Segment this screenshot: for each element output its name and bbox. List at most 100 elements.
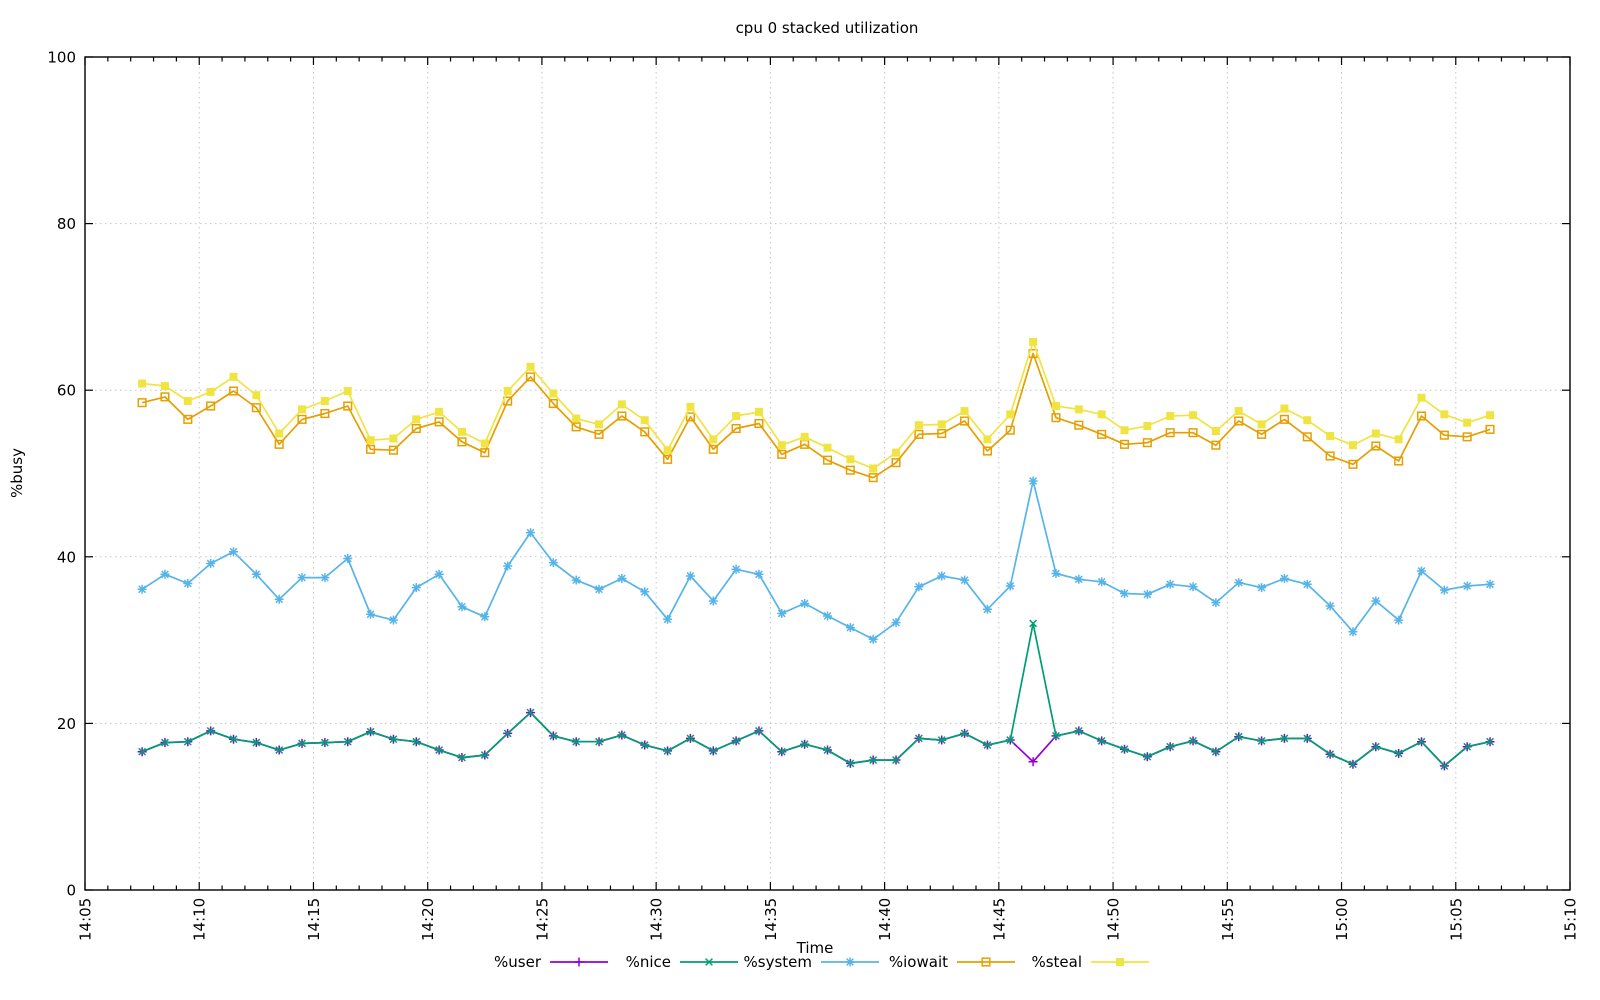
series-marker-iowait xyxy=(1097,429,1107,439)
series-marker-system xyxy=(1348,627,1358,637)
series-marker-iowait xyxy=(480,448,490,458)
series-marker-iowait xyxy=(1119,439,1130,449)
series-marker-iowait xyxy=(457,437,467,447)
series-marker-steal xyxy=(1303,416,1312,425)
series-marker-system xyxy=(823,611,832,621)
series-marker-nice xyxy=(1234,732,1243,741)
series-marker-system xyxy=(160,569,170,579)
series-marker-steal xyxy=(503,387,512,396)
series-marker-iowait xyxy=(822,455,833,465)
x-tick-label: 15:05 xyxy=(1447,898,1465,941)
series-marker-steal xyxy=(640,416,649,425)
series-marker-nice xyxy=(1052,731,1060,740)
legend-marker-steal xyxy=(1116,958,1124,966)
series-marker-steal xyxy=(777,441,786,450)
series-system xyxy=(137,476,1495,644)
legend-label-user: %user xyxy=(494,953,542,971)
series-marker-iowait xyxy=(1074,420,1084,430)
series-marker-steal xyxy=(549,389,558,398)
series-marker-steal xyxy=(732,412,741,421)
series-marker-nice xyxy=(526,708,535,717)
x-tick-label: 14:25 xyxy=(533,898,551,941)
legend-marker-system xyxy=(845,957,855,967)
series-marker-system xyxy=(434,569,444,579)
series-marker-iowait xyxy=(1188,428,1198,438)
series-marker-system xyxy=(571,575,581,585)
series-marker-system xyxy=(411,583,421,593)
series-marker-iowait xyxy=(343,401,353,411)
series-marker-system xyxy=(845,623,855,633)
series-marker-iowait xyxy=(1257,429,1267,439)
series-marker-system xyxy=(206,558,216,568)
series-marker-iowait xyxy=(251,403,261,413)
x-tick-label: 14:40 xyxy=(876,898,894,941)
series-marker-steal xyxy=(1097,410,1106,419)
series-marker-nice xyxy=(1303,734,1312,743)
series-marker-steal xyxy=(617,400,626,409)
series-marker-nice xyxy=(732,736,741,745)
series-marker-iowait xyxy=(891,458,901,468)
series-marker-steal xyxy=(754,407,763,416)
series-marker-steal xyxy=(572,414,581,423)
series-marker-nice xyxy=(1097,736,1106,745)
series-marker-iowait xyxy=(914,429,924,439)
series-marker-steal xyxy=(1348,441,1357,450)
series-marker-system xyxy=(708,596,718,606)
series-marker-steal xyxy=(937,420,946,429)
series-marker-iowait xyxy=(388,445,398,455)
series-marker-nice xyxy=(960,729,969,738)
series-marker-iowait xyxy=(1234,416,1244,426)
series-marker-iowait xyxy=(663,454,673,464)
series-steal xyxy=(138,337,1495,473)
series-marker-steal xyxy=(1074,405,1083,414)
series-marker-nice xyxy=(640,741,649,749)
series-marker-system xyxy=(1462,581,1472,591)
series-marker-nice xyxy=(892,756,900,764)
series-marker-system xyxy=(685,571,695,581)
series-marker-steal xyxy=(823,443,832,452)
x-tick-label: 14:50 xyxy=(1105,898,1123,941)
series-marker-steal xyxy=(686,402,695,411)
series-marker-iowait xyxy=(206,401,216,411)
legend-label-system: %system xyxy=(744,953,812,971)
series-marker-nice xyxy=(869,756,878,764)
series-marker-iowait xyxy=(937,428,947,439)
series-marker-nice xyxy=(1211,747,1220,756)
series-marker-system xyxy=(1279,573,1289,583)
series-marker-iowait xyxy=(754,418,764,429)
series-marker-system xyxy=(1188,582,1198,592)
legend-entry-iowait: %iowait xyxy=(889,953,1015,971)
series-marker-steal xyxy=(1234,407,1243,416)
series-marker-nice xyxy=(1143,752,1152,761)
legend-entry-steal: %steal xyxy=(1031,953,1149,971)
series-marker-steal xyxy=(1486,411,1495,420)
series-iowait xyxy=(137,348,1495,483)
series-marker-nice xyxy=(846,759,855,768)
x-tick-label: 15:10 xyxy=(1562,898,1580,941)
series-marker-steal xyxy=(1326,432,1335,441)
series-marker-steal xyxy=(343,387,352,396)
series-marker-system xyxy=(297,573,307,583)
series-marker-system xyxy=(937,571,947,581)
series-marker-nice xyxy=(1486,737,1494,746)
series-marker-steal xyxy=(183,397,192,406)
series-marker-iowait xyxy=(845,465,855,475)
series-marker-nice xyxy=(1371,742,1380,751)
series-marker-system xyxy=(548,558,558,568)
series-marker-system xyxy=(1417,566,1426,576)
series-marker-iowait xyxy=(685,412,695,422)
series-marker-system xyxy=(183,578,193,588)
series-marker-steal xyxy=(412,415,421,424)
series-marker-nice xyxy=(435,746,444,754)
x-tick-label: 15:00 xyxy=(1333,898,1351,941)
series-marker-iowait xyxy=(1051,413,1061,423)
series-marker-nice xyxy=(1326,750,1335,759)
series-marker-steal xyxy=(663,446,672,455)
series-marker-system xyxy=(1165,579,1175,589)
chart-title: cpu 0 stacked utilization xyxy=(736,19,919,37)
series-marker-nice xyxy=(1394,749,1403,758)
series-marker-nice xyxy=(595,737,603,746)
series-marker-nice xyxy=(480,751,489,759)
legend: %user %nice %system %iowait %steal xyxy=(494,953,1149,971)
series-marker-system xyxy=(503,561,513,571)
